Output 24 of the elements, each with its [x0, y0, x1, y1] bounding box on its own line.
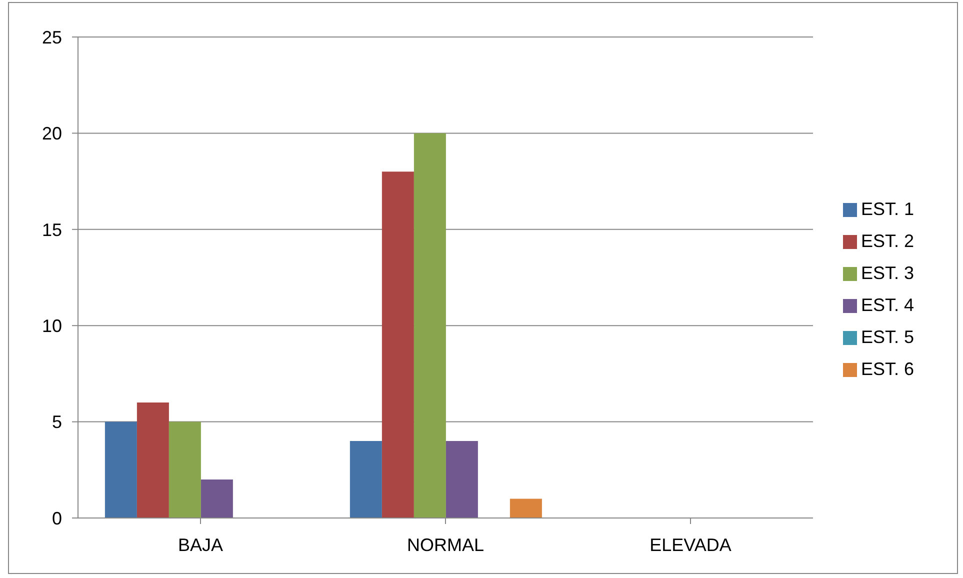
bar — [168, 422, 201, 518]
legend-label: EST. 4 — [861, 295, 914, 315]
y-tick-label: 15 — [42, 220, 62, 240]
x-tick-label: NORMAL — [406, 534, 484, 555]
x-tick-label: BAJA — [178, 534, 224, 555]
y-tick-label: 0 — [52, 508, 62, 528]
bar — [136, 402, 169, 518]
bar — [350, 441, 382, 518]
bar — [104, 422, 137, 518]
legend-label: EST. 2 — [861, 231, 914, 251]
legend-label: EST. 5 — [861, 327, 914, 347]
y-tick-label: 25 — [42, 27, 62, 48]
x-tick-label: ELEVADA — [650, 534, 732, 555]
legend-label: EST. 1 — [861, 199, 914, 219]
bar — [446, 441, 478, 518]
y-tick-label: 10 — [42, 316, 62, 336]
y-tick-label: 5 — [52, 412, 62, 432]
bar — [200, 480, 233, 518]
legend-label: EST. 6 — [861, 359, 914, 379]
legend-label: EST. 3 — [861, 263, 914, 283]
bar — [382, 172, 414, 518]
y-tick-label: 20 — [42, 124, 62, 144]
bar — [414, 133, 446, 518]
bar — [510, 498, 542, 518]
